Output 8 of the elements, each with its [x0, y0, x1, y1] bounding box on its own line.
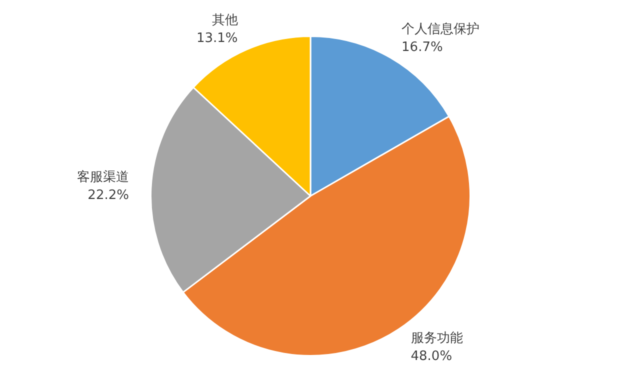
- slice-label: 其他: [212, 12, 238, 28]
- slice-label: 服务功能: [410, 330, 463, 346]
- slice-label: 个人信息保护: [402, 22, 480, 38]
- data-label: 22.2%: [88, 188, 129, 204]
- data-label: 16.7%: [402, 40, 443, 56]
- data-label: 13.1%: [196, 30, 238, 46]
- data-label: 48.0%: [410, 348, 452, 364]
- slice-label: 客服渠道: [76, 169, 129, 186]
